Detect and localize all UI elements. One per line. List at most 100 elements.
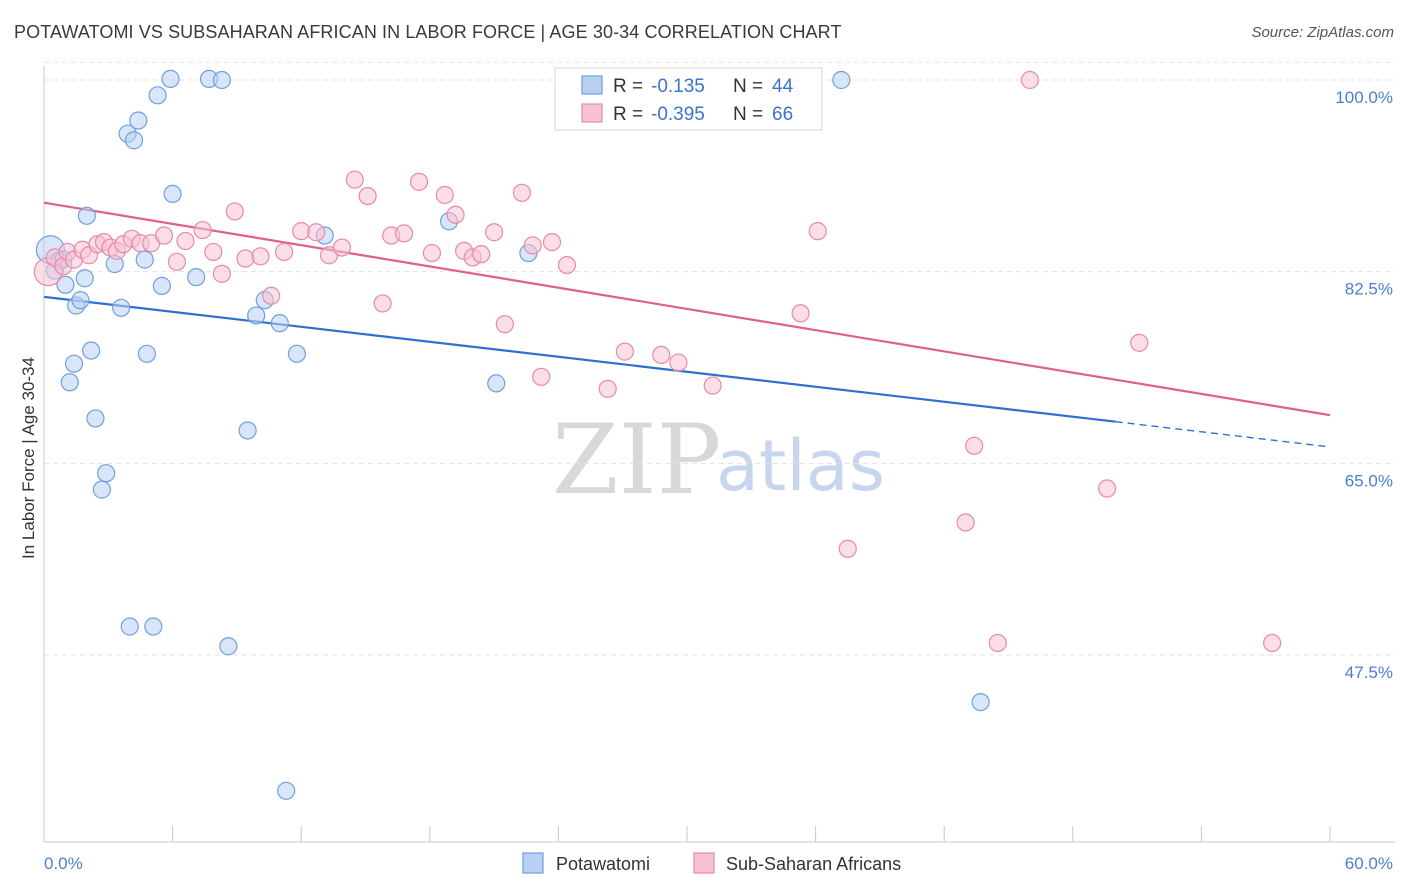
- y-tick-label: 65.0%: [1345, 471, 1393, 490]
- data-points: [33, 69, 1282, 800]
- legend-n-label: N =: [733, 76, 763, 97]
- source-label: Source: ZipAtlas.com: [1251, 24, 1394, 41]
- data-point-potawatomi: [487, 374, 506, 393]
- data-point-subsaharan: [542, 232, 562, 252]
- data-point-subsaharan: [652, 345, 671, 365]
- grid: [44, 61, 1395, 656]
- data-point-subsaharan: [409, 172, 429, 191]
- data-point-potawatomi: [112, 298, 131, 317]
- data-point-subsaharan: [307, 223, 326, 242]
- data-point-potawatomi: [148, 86, 167, 105]
- data-point-subsaharan: [193, 220, 212, 240]
- data-point-subsaharan: [292, 222, 311, 241]
- y-tick-label: 82.5%: [1345, 280, 1393, 299]
- bottom-legend-swatch-subsaharan: [693, 852, 715, 874]
- data-point-potawatomi: [71, 291, 90, 310]
- data-point-subsaharan: [262, 286, 281, 305]
- trend-line-potawatomi-extension: [1115, 421, 1331, 448]
- data-point-subsaharan: [808, 222, 827, 241]
- data-point-subsaharan: [703, 376, 722, 395]
- legend-n-label: N =: [733, 104, 763, 125]
- data-point-subsaharan: [669, 353, 688, 372]
- data-point-subsaharan: [332, 238, 352, 257]
- data-point-subsaharan: [523, 236, 542, 255]
- data-point-potawatomi: [277, 781, 296, 800]
- y-tick-label: 47.5%: [1345, 663, 1393, 682]
- data-point-subsaharan: [176, 231, 195, 251]
- data-point-subsaharan: [512, 183, 532, 202]
- data-point-subsaharan: [154, 226, 174, 245]
- data-point-potawatomi: [135, 250, 154, 269]
- data-point-potawatomi: [120, 617, 139, 636]
- data-point-subsaharan: [838, 539, 857, 558]
- data-point-potawatomi: [212, 70, 231, 90]
- data-point-subsaharan: [236, 249, 255, 268]
- data-point-subsaharan: [435, 185, 454, 205]
- data-point-subsaharan: [167, 252, 186, 271]
- legend-r-label: R =: [613, 104, 643, 125]
- watermark: ZIP atlas: [552, 404, 885, 516]
- legend-r-label: R =: [613, 76, 643, 97]
- data-point-potawatomi: [56, 275, 75, 294]
- x-tick-label: 60.0%: [1345, 854, 1393, 873]
- data-point-subsaharan: [485, 223, 504, 242]
- data-point-subsaharan: [557, 255, 577, 275]
- data-point-potawatomi: [92, 480, 111, 499]
- data-point-potawatomi: [238, 421, 257, 440]
- bottom-legend-label-potawatomi: Potawatomi: [556, 854, 650, 874]
- data-point-subsaharan: [1130, 333, 1149, 352]
- stats-legend: R = -0.135 N = 44 R = -0.395 N = 66: [554, 67, 823, 131]
- data-point-subsaharan: [225, 202, 244, 221]
- trend-line-potawatomi: [43, 295, 1116, 423]
- data-point-potawatomi: [82, 341, 101, 360]
- data-point-subsaharan: [988, 633, 1007, 653]
- data-point-potawatomi: [64, 354, 84, 373]
- y-tick-label: 100.0%: [1335, 88, 1393, 107]
- trend-line-subsaharan: [43, 201, 1331, 417]
- data-point-potawatomi: [161, 69, 180, 89]
- data-point-subsaharan: [495, 315, 514, 334]
- data-point-potawatomi: [219, 637, 238, 656]
- data-point-potawatomi: [86, 409, 105, 428]
- axes: 47.5% 65.0% 82.5% 100.0% 0.0% 60.0%: [43, 66, 1395, 873]
- data-point-potawatomi: [971, 692, 990, 712]
- data-point-potawatomi: [287, 344, 307, 363]
- data-point-subsaharan: [965, 436, 984, 455]
- data-point-potawatomi: [270, 314, 289, 333]
- x-tick-label: 0.0%: [44, 854, 83, 873]
- data-point-subsaharan: [274, 242, 294, 262]
- data-point-subsaharan: [345, 170, 364, 189]
- data-point-subsaharan: [956, 513, 975, 532]
- data-point-subsaharan: [472, 245, 491, 264]
- series-legend: Potawatomi Sub-Saharan Africans: [522, 852, 901, 874]
- data-point-potawatomi: [247, 306, 266, 325]
- data-point-potawatomi: [129, 111, 148, 130]
- data-point-subsaharan: [1097, 479, 1117, 498]
- data-point-subsaharan: [615, 342, 634, 361]
- data-point-subsaharan: [373, 294, 392, 313]
- data-point-potawatomi: [77, 206, 96, 225]
- data-point-subsaharan: [422, 243, 442, 263]
- data-point-potawatomi: [187, 268, 206, 287]
- data-point-subsaharan: [204, 242, 223, 262]
- bottom-legend-swatch-potawatomi: [522, 852, 544, 874]
- data-point-subsaharan: [251, 247, 270, 266]
- data-point-subsaharan: [394, 224, 414, 243]
- y-axis-label: In Labor Force | Age 30-34: [19, 357, 38, 559]
- data-point-subsaharan: [1020, 70, 1040, 90]
- bottom-legend-label-subsaharan: Sub-Saharan Africans: [726, 854, 901, 874]
- data-point-subsaharan: [791, 304, 810, 323]
- data-point-potawatomi: [60, 373, 79, 392]
- legend-n-value: 66: [772, 104, 793, 125]
- watermark-zip: ZIP: [552, 404, 721, 516]
- data-point-subsaharan: [1263, 633, 1282, 653]
- legend-swatch-potawatomi: [581, 75, 603, 95]
- legend-r-value: -0.135: [651, 76, 705, 97]
- data-point-potawatomi: [97, 464, 116, 483]
- legend-swatch-subsaharan: [581, 103, 603, 123]
- data-point-potawatomi: [137, 344, 156, 363]
- data-point-potawatomi: [75, 269, 94, 288]
- legend-n-value: 44: [772, 76, 794, 97]
- legend-r-value: -0.395: [651, 104, 705, 125]
